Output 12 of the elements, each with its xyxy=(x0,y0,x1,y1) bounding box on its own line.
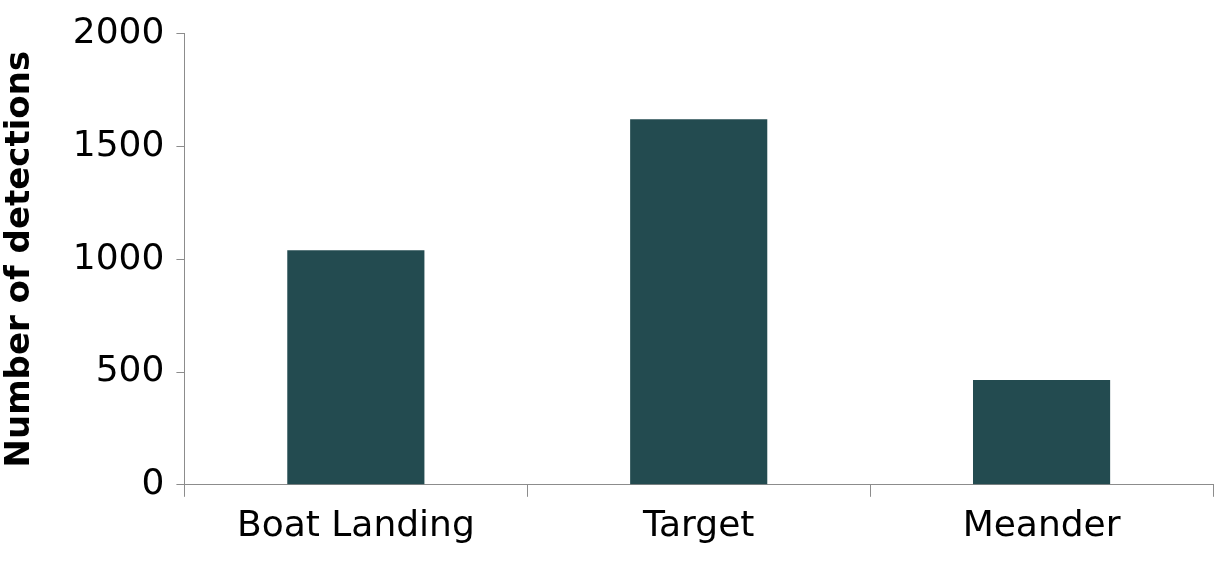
y-axis-title: Number of detections xyxy=(0,50,38,468)
bar xyxy=(630,119,768,485)
bar xyxy=(973,379,1111,485)
y-tick-label: 0 xyxy=(141,461,165,503)
y-tick-label: 2000 xyxy=(72,9,165,51)
y-tick-label: 1000 xyxy=(72,235,165,277)
x-tick-label: Meander xyxy=(962,502,1121,544)
y-tick-label: 500 xyxy=(95,348,165,390)
x-tick-label: Boat Landing xyxy=(236,502,475,544)
x-tick-label: Target xyxy=(642,502,755,544)
y-tick-label: 1500 xyxy=(72,122,165,164)
bar xyxy=(287,250,425,485)
